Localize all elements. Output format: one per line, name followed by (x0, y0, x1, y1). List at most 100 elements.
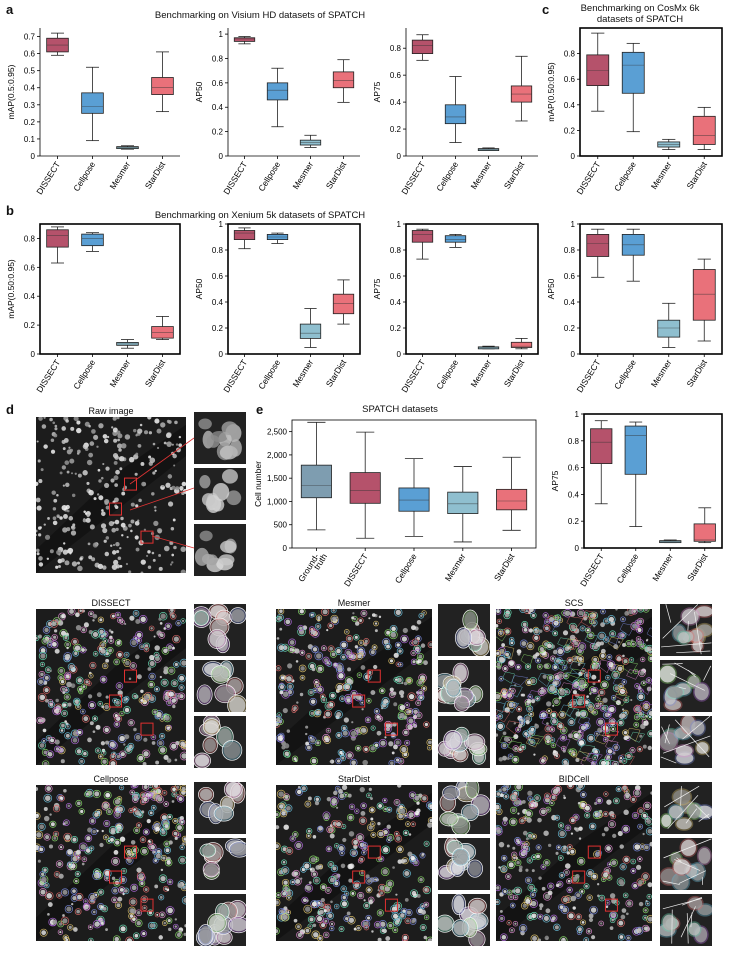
cell-outline (57, 747, 63, 753)
cell-outline (369, 821, 376, 827)
nucleus (215, 807, 233, 820)
nucleus (522, 693, 526, 697)
cell-outline (356, 672, 363, 678)
x-tick-label: StarDist (492, 551, 517, 582)
nucleus (287, 689, 293, 695)
nucleus (538, 915, 542, 919)
cell-outline (63, 937, 70, 941)
nucleus (66, 549, 71, 554)
nucleus (622, 654, 625, 658)
nucleus (171, 698, 176, 703)
nucleus (46, 557, 50, 561)
nucleus (116, 550, 120, 554)
cell-outline (92, 871, 101, 880)
nucleus (287, 848, 292, 854)
cell-outline (496, 898, 501, 905)
nucleus (411, 919, 415, 924)
cell-outline (363, 672, 372, 681)
nucleus (79, 609, 82, 613)
scs-zoom-1 (660, 604, 712, 656)
nucleus (133, 727, 137, 732)
nucleus (398, 649, 402, 653)
cell-polygon (505, 720, 521, 735)
nucleus (36, 481, 39, 487)
cell-outline (113, 658, 120, 666)
nucleus (502, 689, 506, 693)
cell-outline (97, 888, 105, 896)
y-axis-label: AP50 (194, 81, 204, 102)
cell-outline (116, 651, 124, 659)
nucleus (69, 458, 75, 464)
nucleus (88, 489, 94, 496)
cell-outline (179, 844, 185, 850)
cell-polygon (584, 633, 599, 645)
cell-outline (154, 912, 160, 918)
nucleus (531, 699, 536, 704)
cell-outline (119, 750, 127, 758)
nucleus (599, 633, 605, 639)
cell-outline (406, 716, 415, 725)
roi-box (572, 870, 586, 884)
nucleus (201, 553, 215, 565)
nucleus (85, 517, 91, 523)
nucleus (171, 561, 174, 564)
nucleus (310, 737, 316, 743)
cell-boundary-line (662, 604, 699, 639)
nucleus (54, 629, 58, 633)
cell-outline (512, 921, 519, 927)
nucleus (638, 808, 644, 814)
nucleus (467, 782, 478, 797)
nucleus (102, 565, 107, 570)
nucleus (590, 620, 593, 623)
nucleus (174, 836, 178, 840)
nucleus (76, 705, 80, 709)
nucleus (620, 914, 626, 920)
cell-outline (289, 835, 296, 842)
box-iqr (233, 230, 256, 240)
cell-polygon (637, 702, 652, 715)
nucleus (53, 635, 57, 639)
nucleus (142, 931, 146, 936)
cell-outline (393, 799, 401, 806)
cell-outline (598, 920, 604, 927)
cell-outline (346, 813, 355, 822)
nucleus (70, 530, 77, 536)
box-cellpose (81, 66, 104, 142)
cell-outline (382, 797, 388, 804)
cell-outline (159, 733, 166, 740)
nucleus (511, 889, 516, 893)
nucleus (178, 435, 182, 439)
cell-outline (60, 888, 70, 897)
nucleus (221, 421, 238, 436)
nucleus (44, 675, 49, 680)
nucleus (503, 666, 507, 671)
mesmer-segmentation (276, 609, 432, 765)
nucleus (171, 743, 177, 749)
nucleus (149, 696, 155, 702)
cell-outline (112, 935, 121, 941)
cell-outline (634, 619, 641, 626)
cell-outline (605, 674, 611, 681)
cell-outline (549, 726, 556, 733)
cell-outline (524, 609, 530, 614)
nucleus (696, 805, 712, 819)
nucleus (330, 927, 333, 930)
nucleus (633, 610, 637, 613)
nucleus (389, 659, 394, 663)
nucleus (62, 889, 68, 895)
cell-outline (144, 791, 152, 799)
cell-outline (138, 615, 148, 624)
nucleus (508, 921, 511, 924)
nucleus (325, 711, 331, 717)
nucleus (153, 635, 156, 638)
x-tick-label: Mesmer (107, 358, 132, 389)
nucleus (555, 816, 559, 820)
nucleus (312, 923, 317, 928)
box-iqr (411, 230, 434, 243)
nucleus (158, 617, 162, 621)
y-tick-label: 0 (571, 350, 576, 359)
nucleus (59, 471, 63, 475)
nucleus (38, 479, 43, 484)
cell-outline (619, 863, 627, 871)
